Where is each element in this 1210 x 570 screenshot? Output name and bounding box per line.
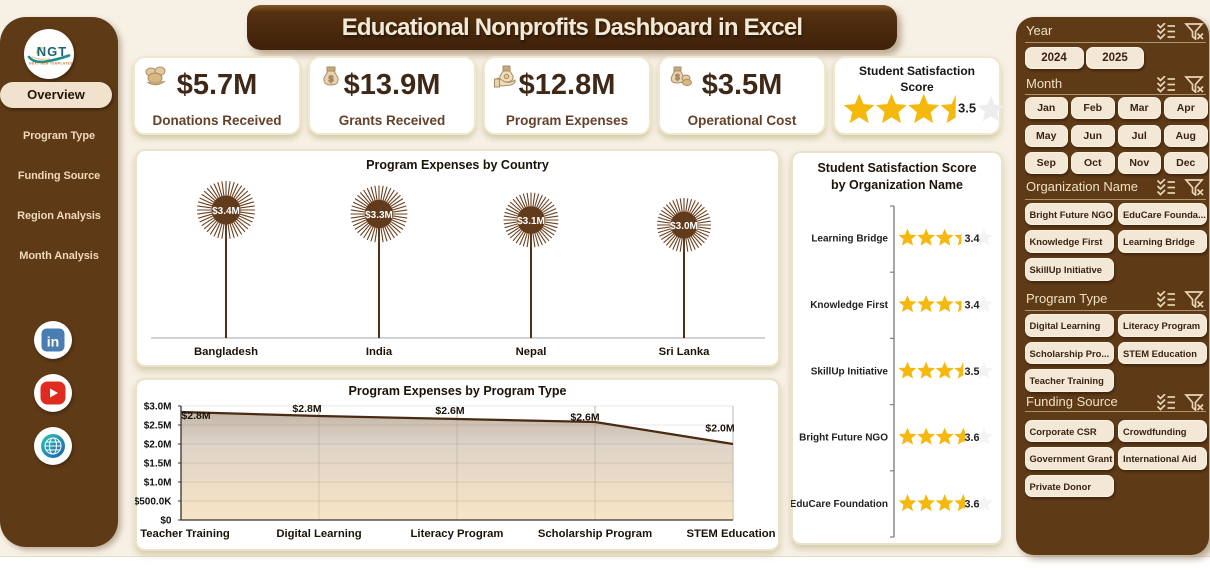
svg-text:$3.0M: $3.0M	[144, 402, 172, 413]
svg-text:3.6: 3.6	[965, 432, 980, 444]
svg-text:$3.4M: $3.4M	[212, 206, 240, 217]
svg-text:$500.0K: $500.0K	[135, 497, 172, 508]
svg-text:3.4: 3.4	[965, 300, 980, 312]
svg-text:Bright Future NGO: Bright Future NGO	[799, 433, 888, 444]
svg-text:Knowledge First: Knowledge First	[810, 300, 888, 311]
svg-text:3.5: 3.5	[965, 366, 980, 378]
svg-text:$2.8M: $2.8M	[292, 403, 321, 415]
svg-text:SkillUp Initiative: SkillUp Initiative	[811, 367, 889, 378]
svg-text:3.5: 3.5	[958, 101, 976, 116]
svg-text:$1.5M: $1.5M	[144, 459, 172, 470]
svg-text:Nepal: Nepal	[516, 346, 547, 358]
svg-text:Literacy Program: Literacy Program	[411, 528, 504, 540]
svg-text:NEXT GEN TEMPLATES: NEXT GEN TEMPLATES	[29, 62, 72, 66]
svg-text:$2.5M: $2.5M	[144, 421, 172, 432]
svg-text:in: in	[47, 334, 59, 350]
svg-text:$3.0M: $3.0M	[670, 221, 698, 232]
svg-text:$3.3M: $3.3M	[365, 210, 393, 221]
svg-text:Sri Lanka: Sri Lanka	[659, 346, 711, 358]
svg-text:NGT: NGT	[37, 44, 67, 59]
svg-text:$2.8M: $2.8M	[181, 410, 210, 422]
svg-text:$1.0M: $1.0M	[144, 478, 172, 489]
svg-text:$2.6M: $2.6M	[435, 405, 464, 417]
svg-text:Teacher Training: Teacher Training	[140, 528, 230, 540]
svg-text:India: India	[366, 346, 393, 358]
svg-text:$2.6M: $2.6M	[570, 412, 599, 424]
svg-text:$2.0M: $2.0M	[144, 440, 172, 451]
svg-text:$: $	[328, 74, 333, 84]
svg-text:Scholarship Program: Scholarship Program	[538, 528, 652, 540]
svg-text:EduCare Foundation: EduCare Foundation	[791, 499, 888, 510]
svg-text:STEM Education: STEM Education	[686, 528, 775, 540]
svg-text:Digital Learning: Digital Learning	[276, 528, 361, 540]
svg-text:$3.1M: $3.1M	[517, 216, 545, 227]
svg-text:3.4: 3.4	[965, 233, 980, 245]
svg-text:Bangladesh: Bangladesh	[194, 346, 258, 358]
svg-text:Learning Bridge: Learning Bridge	[811, 234, 888, 245]
svg-text:$0: $0	[160, 516, 172, 527]
svg-text:$2.0M: $2.0M	[705, 423, 734, 435]
svg-text:$: $	[675, 73, 680, 82]
svg-text:3.6: 3.6	[965, 499, 980, 511]
